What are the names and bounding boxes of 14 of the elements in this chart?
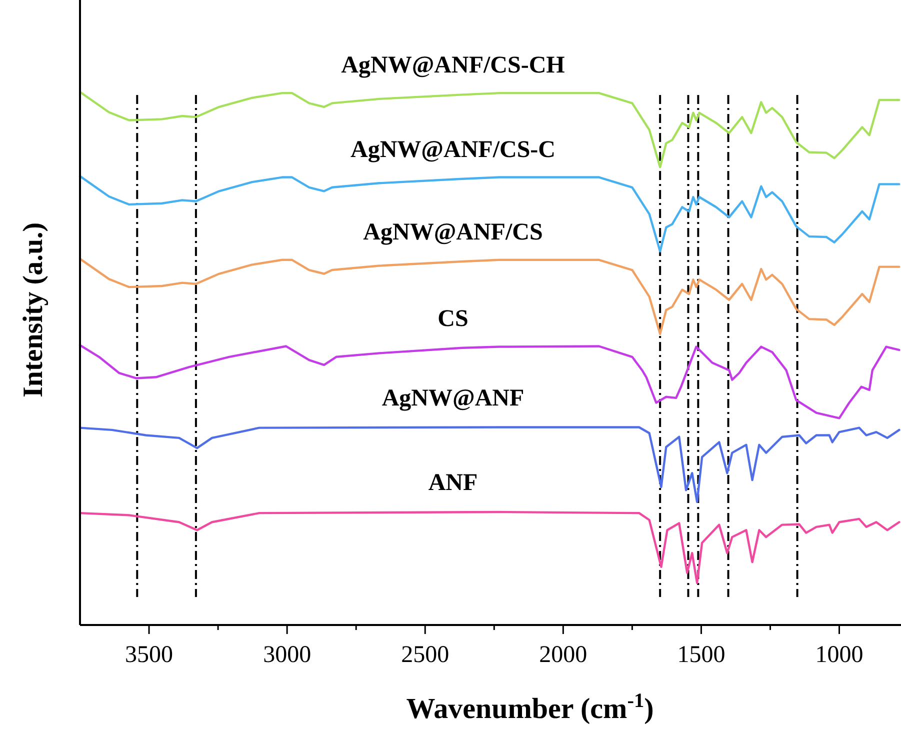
series-label: AgNW@ANF/CS-CH [341,52,566,79]
x-axis-title: Wavenumber (cm$^{-1}$) [406,690,654,725]
x-tick-label: 1000 [815,642,864,668]
x-tick-label: 2500 [401,642,450,668]
x-tick-label: 1500 [677,642,726,668]
series-label: ANF [428,470,478,496]
series-label: CS [438,306,468,332]
x-tick-label: 2000 [539,642,588,668]
x-tick-label: 3500 [125,642,174,668]
series-label: AgNW@ANF [382,385,524,412]
series-label: AgNW@ANF/CS-C [350,136,556,163]
x-tick-label: 3000 [263,642,312,668]
y-axis-title: Intensity (a.u.) [18,222,49,398]
series-label: AgNW@ANF/CS [363,219,543,246]
